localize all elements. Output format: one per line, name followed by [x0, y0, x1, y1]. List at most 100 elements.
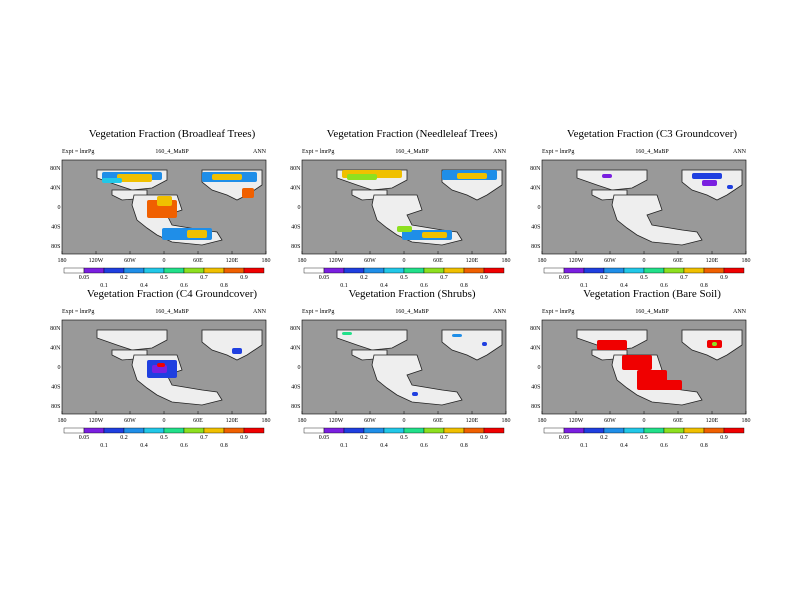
colorbar-swatch	[83, 267, 105, 274]
colorbar-label: 0.9	[480, 275, 488, 281]
lat-tick-label: 80N	[50, 326, 61, 332]
colorbar-label: 0.7	[440, 435, 448, 441]
map-panel-shrubs: 180 120W 60W 0 60E 120E 180 80N 40N 0 40S 80S 0.05 0.…	[290, 288, 532, 453]
lon-tick-label: 60E	[433, 258, 443, 264]
map-plot: 180 120W 60W 0 60E 120E 180 80N 40N 0 40S 80S 0.05 0.…	[290, 319, 511, 449]
lat-tick-label: 0	[538, 365, 541, 371]
colorbar-label: 0.6	[660, 283, 668, 289]
lat-tick-label: 40N	[50, 186, 61, 192]
panel-title: Vegetation Fraction (Needleleaf Trees)	[326, 128, 498, 140]
colorbar-swatch	[183, 427, 205, 434]
colorbar-label: 0.7	[200, 275, 208, 281]
colorbar-label: 0.05	[319, 275, 330, 281]
vegetation-cell	[397, 226, 412, 232]
map-panel-c3: 180 120W 60W 0 60E 120E 180 80N 40N 0 40S 80S 0.05 0.…	[530, 128, 772, 293]
lon-tick-label: 180	[262, 418, 271, 424]
panel-expt: Expt = lmrPg	[302, 309, 335, 315]
panel-expt: Expt = lmrPg	[542, 149, 575, 155]
colorbar-label: 0.5	[160, 275, 168, 281]
panel-title: Vegetation Fraction (Shrubs)	[348, 288, 476, 300]
lat-tick-label: 80N	[290, 326, 301, 332]
lon-tick-label: 180	[58, 258, 67, 264]
colorbar-swatch	[483, 267, 505, 274]
panel-case: 160_4_MaBP	[155, 309, 189, 315]
colorbar-swatch	[583, 267, 605, 274]
lon-tick-label: 0	[643, 258, 646, 264]
colorbar-swatch	[623, 267, 645, 274]
colorbar-label: 0.2	[360, 435, 368, 441]
lat-tick-label: 80S	[51, 404, 60, 410]
colorbar-swatch	[243, 427, 265, 434]
vegetation-cell	[242, 188, 254, 198]
panel-expt: Expt = lmrPg	[302, 149, 335, 155]
colorbar-label: 0.8	[460, 283, 468, 289]
colorbar-label: 0.5	[640, 435, 648, 441]
panel-case: 160_4_MaBP	[395, 309, 429, 315]
colorbar-swatch	[163, 267, 185, 274]
lat-tick-label: 40S	[51, 225, 60, 231]
lon-tick-label: 120W	[89, 258, 104, 264]
landmass	[611, 194, 703, 246]
colorbar-label: 0.05	[559, 435, 570, 441]
lon-tick-label: 60E	[673, 258, 683, 264]
colorbar-label: 0.1	[100, 443, 108, 449]
colorbar-label: 0.9	[720, 435, 728, 441]
colorbar-label: 0.7	[200, 435, 208, 441]
colorbar-label: 0.7	[680, 435, 688, 441]
lon-tick-label: 60E	[433, 418, 443, 424]
lon-tick-label: 60W	[124, 258, 136, 264]
landmass	[576, 169, 648, 191]
lat-tick-label: 80N	[530, 326, 541, 332]
lat-tick-label: 0	[298, 205, 301, 211]
vegetation-cell	[622, 355, 652, 370]
colorbar-swatch	[703, 427, 725, 434]
lat-tick-label: 80S	[531, 244, 540, 250]
panel-case: 160_4_MaBP	[395, 149, 429, 155]
colorbar-label: 0.05	[79, 435, 90, 441]
colorbar-swatch	[643, 267, 665, 274]
lon-tick-label: 180	[538, 258, 547, 264]
colorbar-label: 0.6	[660, 443, 668, 449]
lon-tick-label: 60W	[124, 418, 136, 424]
colorbar-label: 0.9	[720, 275, 728, 281]
colorbar-swatch	[363, 427, 385, 434]
panel-season: ANN	[493, 149, 506, 155]
colorbar-label: 0.4	[380, 443, 388, 449]
lon-tick-label: 120E	[466, 258, 479, 264]
colorbar-label: 0.4	[140, 443, 148, 449]
panel-case: 160_4_MaBP	[635, 309, 669, 315]
colorbar-label: 0.1	[340, 443, 348, 449]
colorbar-label: 0.8	[700, 283, 708, 289]
vegetation-cell	[117, 174, 152, 182]
colorbar-swatch	[563, 427, 585, 434]
colorbar-swatch	[383, 427, 405, 434]
colorbar-label: 0.4	[140, 283, 148, 289]
colorbar-swatch	[663, 267, 685, 274]
colorbar-label: 0.5	[640, 275, 648, 281]
colorbar-swatch	[83, 427, 105, 434]
map-plot: 180 120W 60W 0 60E 120E 180 80N 40N 0 40S 80S 0.05 0.…	[530, 159, 751, 289]
colorbar-label: 0.8	[220, 443, 228, 449]
colorbar-label: 0.9	[480, 435, 488, 441]
colorbar-swatch	[723, 427, 745, 434]
landmass	[96, 329, 168, 351]
colorbar-swatch	[343, 427, 365, 434]
colorbar-label: 0.5	[400, 435, 408, 441]
lon-tick-label: 60E	[193, 418, 203, 424]
lon-tick-label: 60E	[673, 418, 683, 424]
lon-tick-label: 60W	[604, 418, 616, 424]
lon-tick-label: 180	[262, 258, 271, 264]
lon-tick-label: 60E	[193, 258, 203, 264]
vegetation-cell	[187, 230, 207, 238]
lon-tick-label: 0	[163, 258, 166, 264]
lat-tick-label: 80N	[530, 166, 541, 172]
lat-tick-label: 40S	[291, 225, 300, 231]
colorbar-label: 0.5	[160, 435, 168, 441]
colorbar-swatch	[103, 427, 125, 434]
lat-tick-label: 80N	[290, 166, 301, 172]
colorbar-label: 0.4	[380, 283, 388, 289]
colorbar-label: 0.8	[220, 283, 228, 289]
lat-tick-label: 40S	[531, 225, 540, 231]
colorbar-label: 0.6	[180, 443, 188, 449]
colorbar-label: 0.9	[240, 435, 248, 441]
